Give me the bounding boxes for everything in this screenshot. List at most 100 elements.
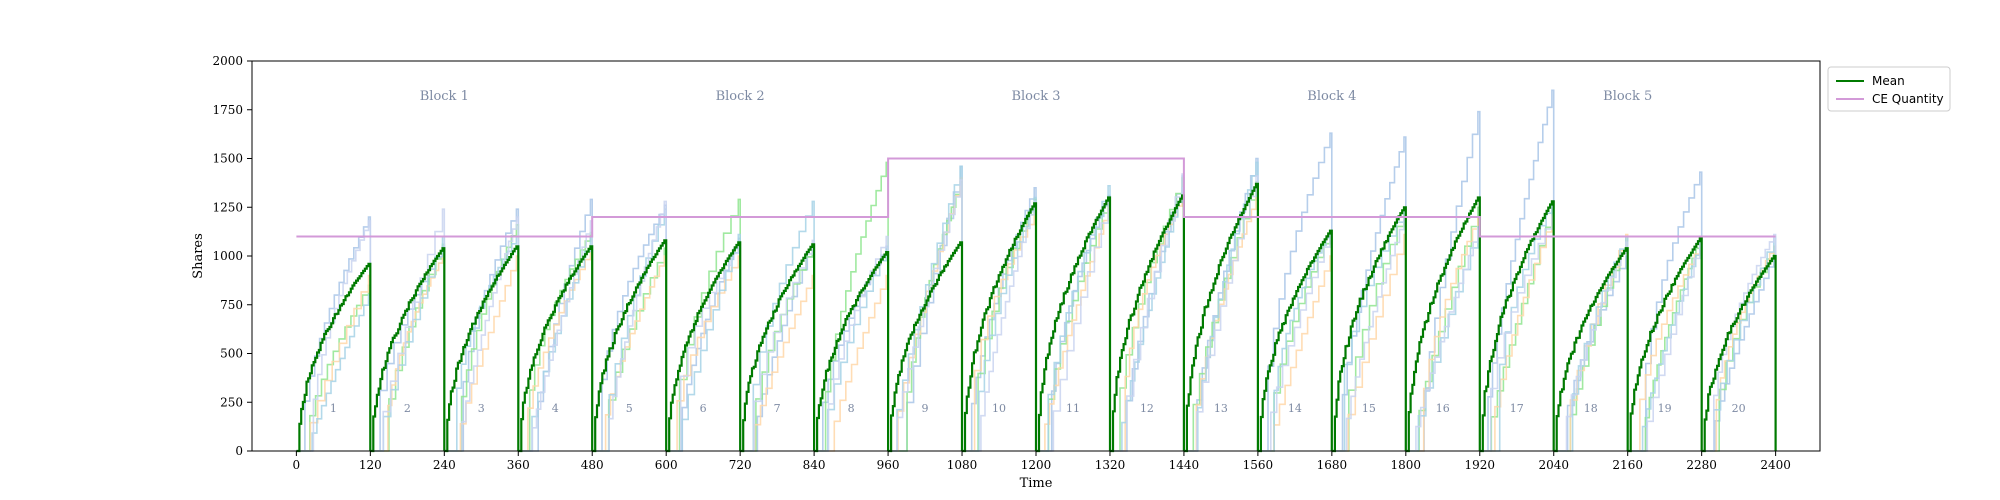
x-tick-label-360: 360 — [507, 458, 530, 472]
trader-paths-layer — [296, 89, 1777, 452]
trader-2-period-16-path — [1405, 206, 1481, 452]
mean-period-4-path — [518, 245, 594, 453]
x-tick-label-2280: 2280 — [1686, 458, 1717, 472]
y-tick-label-750: 750 — [220, 298, 243, 312]
trader-1-period-1-path — [296, 216, 372, 452]
trader-4-period-15-path — [1331, 208, 1407, 452]
y-tick-label-1250: 1250 — [212, 200, 243, 214]
trader-5-period-13-path — [1183, 175, 1259, 452]
mean-period-5-path — [592, 239, 668, 453]
mean-period-2-path — [370, 247, 446, 453]
x-tick-label-2160: 2160 — [1612, 458, 1643, 472]
annotation-layer: Block 1 Block 2 Block 3 Block 4 Block 51 2 3 4 5… — [330, 89, 1746, 415]
y-tick-label-250: 250 — [220, 395, 243, 409]
mean-period-17-path — [1479, 200, 1555, 453]
x-tick-label-960: 960 — [877, 458, 900, 472]
period-label-2: 2 — [404, 402, 411, 415]
mean-period-20-path — [1701, 254, 1777, 453]
ce-quantity-line — [296, 157, 1776, 238]
x-tick-label-120: 120 — [359, 458, 382, 472]
trader-1-period-3-path — [444, 208, 520, 452]
period-label-20: 20 — [1732, 402, 1746, 415]
mean-period-18-path — [1553, 247, 1629, 453]
period-label-15: 15 — [1362, 402, 1376, 415]
period-label-5: 5 — [626, 402, 633, 415]
period-label-4: 4 — [552, 402, 559, 415]
y-axis: 0 250 500 750 1000 1250 1500 1750 2000 — [212, 54, 252, 458]
legend-ce-label: CE Quantity — [1872, 92, 1944, 106]
mean-period-10-path — [962, 202, 1038, 453]
x-tick-label-2400: 2400 — [1760, 458, 1791, 472]
x-tick-label-600: 600 — [655, 458, 678, 472]
x-tick-label-1200: 1200 — [1021, 458, 1052, 472]
trader-5-period-12-path — [1110, 173, 1185, 452]
period-label-6: 6 — [700, 402, 707, 415]
period-label-7: 7 — [774, 402, 781, 415]
trader-5-period-3-path — [444, 216, 520, 452]
trader-5-period-8-path — [814, 235, 889, 452]
trader-5-period-4-path — [518, 220, 593, 452]
trader-2-period-1-path — [296, 284, 372, 452]
trader-3-period-14-path — [1257, 255, 1333, 452]
mean-period-6-path — [666, 241, 742, 453]
x-tick-label-1320: 1320 — [1095, 458, 1126, 472]
trader-4-period-18-path — [1553, 235, 1629, 452]
trader-3-period-5-path — [592, 255, 667, 452]
mean-period-1-path — [296, 262, 372, 453]
y-tick-label-2000: 2000 — [212, 54, 243, 68]
trader-1-period-17-path — [1479, 89, 1555, 452]
mean-period-11-path — [1036, 196, 1112, 453]
trader-2-period-15-path — [1331, 208, 1407, 452]
trader-5-period-2-path — [370, 208, 446, 452]
y-tick-label-0: 0 — [235, 444, 243, 458]
trader-5-period-10-path — [962, 200, 1037, 452]
trader-5-period-18-path — [1553, 241, 1629, 452]
trader-3-period-3-path — [444, 255, 520, 452]
trader-5-period-19-path — [1627, 239, 1703, 452]
period-label-1: 1 — [330, 402, 337, 415]
x-tick-label-720: 720 — [729, 458, 752, 472]
trader-5-period-20-path — [1701, 233, 1777, 452]
x-tick-label-1080: 1080 — [947, 458, 978, 472]
y-tick-label-500: 500 — [220, 347, 243, 361]
trader-3-period-17-path — [1479, 216, 1555, 452]
x-tick-label-0: 0 — [293, 458, 301, 472]
block-label-3: Block 3 — [1011, 89, 1060, 104]
trader-3-period-18-path — [1553, 233, 1629, 452]
trader-5-period-14-path — [1257, 231, 1333, 452]
x-tick-label-1560: 1560 — [1243, 458, 1274, 472]
block-label-4: Block 4 — [1307, 89, 1356, 104]
trader-1-period-4-path — [518, 198, 593, 452]
y-tick-label-1000: 1000 — [212, 249, 243, 263]
trader-5-period-1-path — [296, 220, 372, 452]
ce-quantity-layer — [296, 157, 1776, 238]
mean-period-7-path — [740, 243, 816, 453]
legend-mean-label: Mean — [1872, 74, 1905, 88]
trader-5-period-16-path — [1405, 227, 1481, 452]
block-label-5: Block 5 — [1603, 89, 1652, 104]
mean-period-14-path — [1257, 229, 1333, 453]
trader-3-period-4-path — [518, 249, 593, 452]
x-tick-label-480: 480 — [581, 458, 604, 472]
period-label-19: 19 — [1658, 402, 1672, 415]
trader-5-period-11-path — [1036, 198, 1111, 452]
trader-5-period-6-path — [666, 241, 741, 452]
mean-period-9-path — [888, 241, 964, 453]
x-tick-label-840: 840 — [803, 458, 826, 472]
trader-5-period-15-path — [1331, 216, 1407, 452]
block-label-2: Block 2 — [716, 89, 765, 104]
trader-1-period-14-path — [1257, 132, 1333, 452]
trader-4-period-20-path — [1701, 235, 1777, 452]
legend: Mean CE Quantity — [1827, 66, 1951, 112]
trader-3-period-6-path — [666, 255, 741, 452]
trader-2-period-8-path — [814, 161, 889, 452]
period-label-12: 12 — [1140, 402, 1154, 415]
period-label-10: 10 — [992, 402, 1006, 415]
x-tick-label-2040: 2040 — [1538, 458, 1569, 472]
trader-3-period-10-path — [962, 212, 1037, 452]
trader-4-period-13-path — [1183, 161, 1259, 452]
period-label-9: 9 — [922, 402, 929, 415]
y-tick-label-1500: 1500 — [212, 152, 243, 166]
y-tick-label-1750: 1750 — [212, 103, 243, 117]
